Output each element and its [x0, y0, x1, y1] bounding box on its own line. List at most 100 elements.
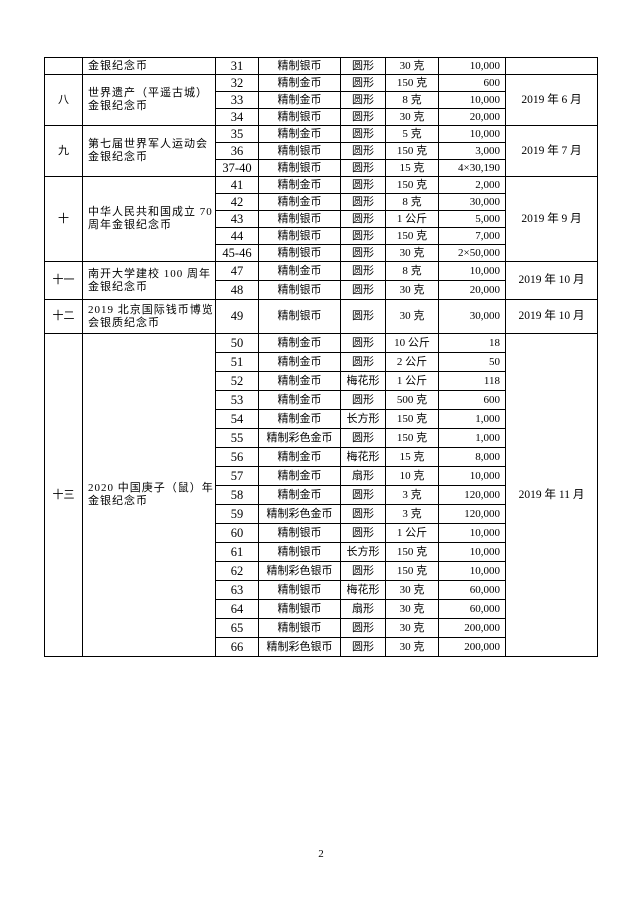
coin-weight: 8 克 — [385, 193, 439, 211]
coin-project-name: 金银纪念币 — [82, 57, 216, 75]
coin-number: 36 — [215, 142, 259, 160]
coin-number: 37-40 — [215, 159, 259, 177]
coin-type: 精制银币 — [258, 57, 341, 75]
coin-number: 58 — [215, 485, 259, 505]
table-row: 42 精制金币 圆形 8 克 30,000 — [45, 193, 598, 211]
issue-date: 2019 年 10 月 — [505, 261, 598, 300]
coin-shape: 扇形 — [340, 599, 386, 619]
mintage-quantity: 60,000 — [438, 580, 506, 600]
mintage-quantity: 10,000 — [438, 91, 506, 109]
coin-shape: 圆形 — [340, 299, 386, 334]
coin-number: 44 — [215, 227, 259, 245]
issue-date: 2019 年 6 月 — [505, 74, 598, 126]
coin-weight: 30 克 — [385, 299, 439, 334]
coin-weight: 5 克 — [385, 125, 439, 143]
coin-number: 33 — [215, 91, 259, 109]
mintage-quantity: 2×50,000 — [438, 244, 506, 262]
table-row: 54 精制金币 长方形 150 克 1,000 — [45, 409, 598, 429]
table-row: 十三 2020 中国庚子（鼠）年金银纪念币 50 精制金币 圆形 10 公斤 18 2019 … — [44, 333, 598, 657]
page-number: 2 — [318, 848, 324, 860]
coin-number: 52 — [215, 371, 259, 391]
coin-shape: 圆形 — [340, 57, 386, 75]
coin-type: 精制金币 — [258, 447, 341, 467]
coin-project-name: 2020 中国庚子（鼠）年金银纪念币 — [82, 333, 216, 657]
mintage-quantity: 5,000 — [438, 210, 506, 228]
coin-project-name: 世界遗产（平遥古城）金银纪念币 — [82, 74, 216, 126]
coin-shape: 长方形 — [340, 409, 386, 429]
mintage-quantity: 50 — [438, 352, 506, 372]
coin-shape: 圆形 — [340, 618, 386, 638]
coin-number: 42 — [215, 193, 259, 211]
coin-type: 精制金币 — [258, 125, 341, 143]
mintage-quantity: 120,000 — [438, 485, 506, 505]
table-row: 65 精制银币 圆形 30 克 200,000 — [45, 618, 598, 638]
coin-number: 64 — [215, 599, 259, 619]
coin-shape: 长方形 — [340, 542, 386, 562]
coin-number: 63 — [215, 580, 259, 600]
coin-type: 精制金币 — [258, 333, 341, 353]
coin-weight: 150 克 — [385, 142, 439, 160]
coin-number: 61 — [215, 542, 259, 562]
coin-weight: 30 克 — [385, 580, 439, 600]
coin-weight: 2 公斤 — [385, 352, 439, 372]
coin-type: 精制金币 — [258, 352, 341, 372]
coin-weight: 1 公斤 — [385, 523, 439, 543]
coin-shape: 圆形 — [340, 390, 386, 410]
coin-weight: 1 公斤 — [385, 371, 439, 391]
coin-weight: 30 克 — [385, 108, 439, 126]
coin-weight: 500 克 — [385, 390, 439, 410]
coin-type: 精制彩色金币 — [258, 504, 341, 524]
coin-shape: 圆形 — [340, 108, 386, 126]
coin-type: 精制银币 — [258, 108, 341, 126]
coin-type: 精制银币 — [258, 580, 341, 600]
coin-number: 45-46 — [215, 244, 259, 262]
coin-type: 精制银币 — [258, 142, 341, 160]
coin-number: 47 — [215, 261, 259, 281]
coin-shape: 圆形 — [340, 176, 386, 194]
coin-shape: 梅花形 — [340, 580, 386, 600]
coin-shape: 圆形 — [340, 352, 386, 372]
coin-number: 55 — [215, 428, 259, 448]
coin-type: 精制金币 — [258, 485, 341, 505]
issue-date: 2019 年 7 月 — [505, 125, 598, 177]
coin-weight: 150 克 — [385, 428, 439, 448]
coin-weight: 15 克 — [385, 447, 439, 467]
mintage-quantity: 20,000 — [438, 108, 506, 126]
coin-weight: 3 克 — [385, 504, 439, 524]
coin-shape: 圆形 — [340, 227, 386, 245]
coin-weight: 15 克 — [385, 159, 439, 177]
coin-project-name: 中华人民共和国成立 70 周年金银纪念币 — [82, 176, 216, 262]
table-row: 57 精制金币 扇形 10 克 10,000 — [45, 466, 598, 486]
coin-number: 56 — [215, 447, 259, 467]
mintage-quantity: 10,000 — [438, 125, 506, 143]
group-index: 十三 — [44, 333, 83, 657]
mintage-quantity: 20,000 — [438, 280, 506, 300]
coin-type: 精制金币 — [258, 176, 341, 194]
coin-type: 精制银币 — [258, 244, 341, 262]
mintage-quantity: 60,000 — [438, 599, 506, 619]
group-index — [44, 57, 83, 75]
coin-shape: 圆形 — [340, 210, 386, 228]
group-index: 十二 — [44, 299, 83, 334]
mintage-quantity: 8,000 — [438, 447, 506, 467]
mintage-quantity: 18 — [438, 333, 506, 353]
coin-type: 精制银币 — [258, 280, 341, 300]
mintage-quantity: 200,000 — [438, 637, 506, 657]
coin-shape: 圆形 — [340, 125, 386, 143]
coin-project-name: 南开大学建校 100 周年金银纪念币 — [82, 261, 216, 300]
coin-number: 66 — [215, 637, 259, 657]
coin-type: 精制金币 — [258, 193, 341, 211]
coin-number: 54 — [215, 409, 259, 429]
coin-type: 精制银币 — [258, 299, 341, 334]
table-row: 62 精制彩色银币 圆形 150 克 10,000 — [45, 561, 598, 581]
coin-number: 31 — [215, 57, 259, 75]
coin-shape: 圆形 — [340, 142, 386, 160]
coin-type: 精制金币 — [258, 466, 341, 486]
coin-weight: 8 克 — [385, 261, 439, 281]
coin-shape: 圆形 — [340, 193, 386, 211]
table-row: 55 精制彩色金币 圆形 150 克 1,000 — [45, 428, 598, 448]
issue-date: 2019 年 10 月 — [505, 299, 598, 334]
coin-number: 51 — [215, 352, 259, 372]
coin-weight: 8 克 — [385, 91, 439, 109]
coin-number: 43 — [215, 210, 259, 228]
